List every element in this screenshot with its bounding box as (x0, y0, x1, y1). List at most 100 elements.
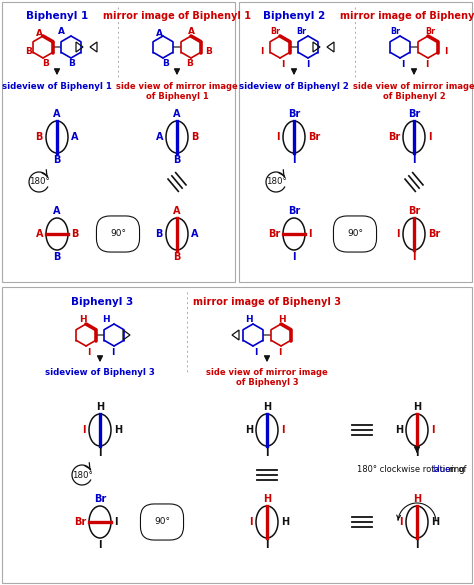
Text: H: H (246, 315, 253, 324)
Text: Br: Br (74, 517, 86, 527)
FancyBboxPatch shape (2, 2, 235, 282)
Text: B: B (69, 59, 75, 68)
Text: I: I (82, 425, 86, 435)
Text: Br: Br (288, 206, 300, 216)
Text: I: I (265, 448, 269, 458)
Text: 180°: 180° (72, 470, 92, 480)
Text: B: B (191, 132, 199, 142)
Text: A: A (53, 109, 61, 119)
FancyBboxPatch shape (239, 2, 472, 282)
Text: Br: Br (288, 109, 300, 119)
Text: I: I (281, 60, 285, 69)
Text: I: I (428, 132, 431, 142)
Text: 90°: 90° (154, 518, 170, 526)
Text: H: H (263, 402, 271, 412)
Text: Br: Br (296, 27, 306, 36)
Text: I: I (292, 155, 296, 165)
Text: B: B (36, 132, 43, 142)
Text: Br: Br (425, 27, 435, 36)
Text: Br: Br (268, 229, 280, 239)
Text: Br: Br (270, 27, 280, 36)
Text: H: H (79, 315, 87, 324)
Text: side view of mirror image
of Biphenyl 3: side view of mirror image of Biphenyl 3 (206, 368, 328, 387)
Text: Br: Br (94, 494, 106, 504)
Text: sideview of Biphenyl 2: sideview of Biphenyl 2 (239, 82, 349, 91)
Text: I: I (396, 229, 400, 239)
Text: I: I (98, 448, 102, 458)
Text: B: B (173, 155, 181, 165)
Text: I: I (444, 46, 447, 56)
Text: B: B (173, 252, 181, 262)
Text: I: I (400, 517, 403, 527)
FancyBboxPatch shape (2, 287, 472, 583)
Text: H: H (245, 425, 253, 435)
Text: H: H (413, 494, 421, 504)
Text: mirror image of Biphenyl 2: mirror image of Biphenyl 2 (340, 11, 474, 21)
Text: B: B (25, 47, 32, 57)
Text: I: I (114, 517, 118, 527)
Text: A: A (173, 109, 181, 119)
Text: 90°: 90° (110, 229, 126, 239)
Text: I: I (412, 155, 416, 165)
Text: A: A (173, 206, 181, 216)
Text: H: H (114, 425, 122, 435)
Text: B: B (187, 59, 193, 68)
Text: I: I (431, 425, 435, 435)
Text: A: A (188, 27, 195, 36)
Text: I: I (401, 60, 405, 69)
Text: B: B (163, 59, 169, 68)
Text: I: I (308, 229, 311, 239)
Text: I: I (249, 517, 253, 527)
Text: mirror image of Biphenyl 1: mirror image of Biphenyl 1 (103, 11, 251, 21)
Text: sideview of Biphenyl 1: sideview of Biphenyl 1 (2, 82, 112, 91)
Text: A: A (36, 229, 43, 239)
Text: ring: ring (448, 466, 465, 474)
Text: Biphenyl 1: Biphenyl 1 (26, 11, 88, 21)
Text: 90°: 90° (347, 229, 363, 239)
Text: I: I (265, 540, 269, 550)
Text: I: I (278, 348, 282, 357)
Text: I: I (276, 132, 280, 142)
Text: mirror image of Biphenyl 3: mirror image of Biphenyl 3 (193, 297, 341, 307)
Text: H: H (278, 315, 286, 324)
Text: side view of mirror image
of Biphenyl 2: side view of mirror image of Biphenyl 2 (353, 82, 474, 101)
Text: I: I (306, 60, 310, 69)
Text: B: B (155, 229, 163, 239)
Text: I: I (425, 60, 428, 69)
Text: Br: Br (390, 27, 400, 36)
Text: 180°: 180° (28, 177, 49, 187)
Text: I: I (415, 448, 419, 458)
Text: side view of mirror image
of Biphenyl 1: side view of mirror image of Biphenyl 1 (116, 82, 238, 101)
Text: Br: Br (408, 206, 420, 216)
Text: I: I (415, 540, 419, 550)
Text: I: I (292, 252, 296, 262)
Text: 180°: 180° (265, 177, 286, 187)
Text: A: A (155, 132, 163, 142)
Text: A: A (191, 229, 199, 239)
Text: sideview of Biphenyl 3: sideview of Biphenyl 3 (45, 368, 155, 377)
Text: H: H (281, 517, 289, 527)
Text: A: A (156, 29, 163, 38)
Text: Br: Br (388, 132, 400, 142)
Text: H: H (102, 315, 109, 324)
Text: H: H (263, 494, 271, 504)
Text: B: B (71, 229, 78, 239)
Text: H: H (395, 425, 403, 435)
Text: A: A (36, 29, 43, 38)
Text: A: A (53, 206, 61, 216)
Text: 180° clockwise rotation of: 180° clockwise rotation of (357, 466, 466, 474)
Text: H: H (96, 402, 104, 412)
Text: A: A (58, 27, 65, 36)
Text: I: I (255, 348, 258, 357)
Text: A: A (71, 132, 79, 142)
Text: B: B (205, 47, 212, 57)
Text: I: I (412, 252, 416, 262)
Text: Br: Br (428, 229, 440, 239)
Text: H: H (413, 402, 421, 412)
Text: B: B (53, 155, 61, 165)
Text: I: I (111, 348, 115, 357)
Text: I: I (87, 348, 91, 357)
Text: I: I (98, 540, 102, 550)
Text: H: H (431, 517, 439, 527)
Text: I: I (261, 46, 264, 56)
